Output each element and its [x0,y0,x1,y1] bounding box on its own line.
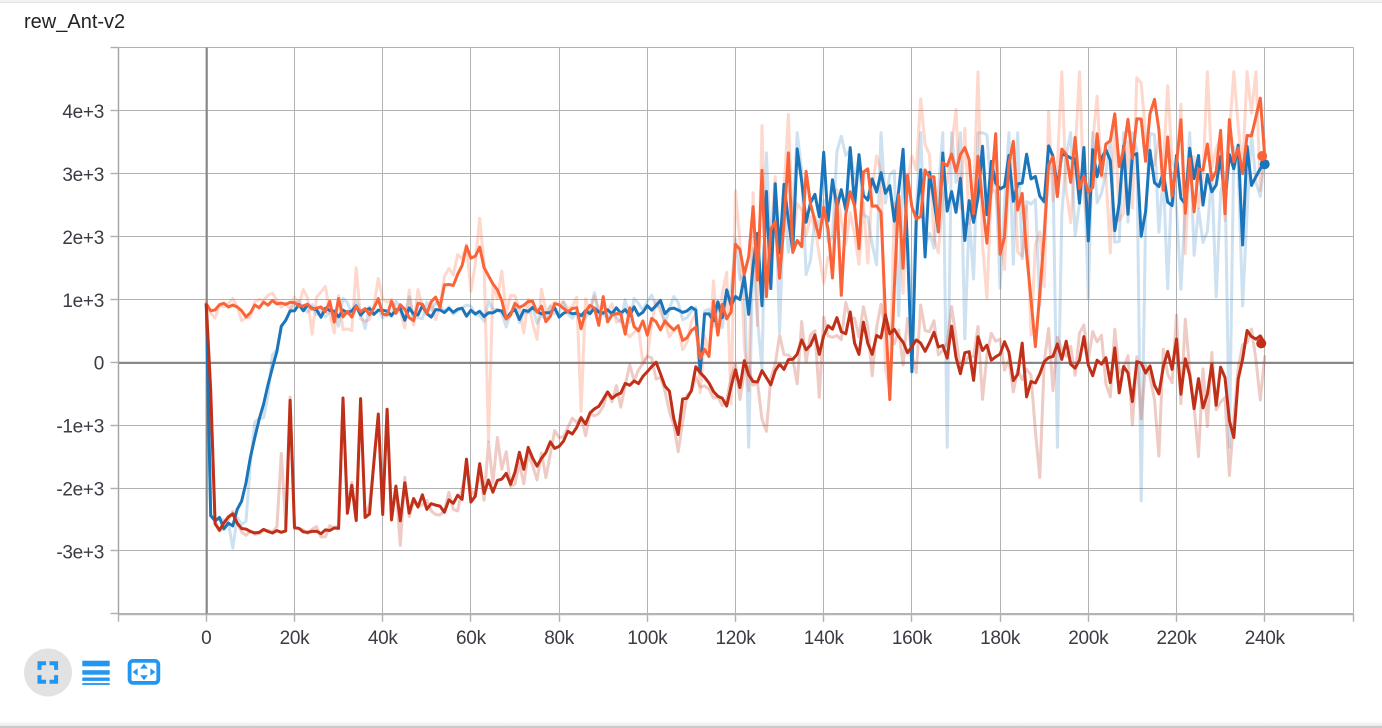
svg-text:100k: 100k [627,628,668,649]
svg-text:0: 0 [201,628,211,649]
svg-text:180k: 180k [980,628,1021,649]
svg-text:3e+3: 3e+3 [62,165,104,186]
svg-text:1e+3: 1e+3 [62,291,104,312]
svg-text:20k: 20k [280,628,311,649]
svg-text:60k: 60k [456,628,487,649]
svg-text:160k: 160k [892,628,933,649]
svg-text:2e+3: 2e+3 [62,228,104,249]
svg-text:4e+3: 4e+3 [62,102,104,123]
svg-text:80k: 80k [544,628,575,649]
svg-text:-2e+3: -2e+3 [56,480,104,501]
svg-text:240k: 240k [1245,628,1286,649]
svg-text:0: 0 [94,354,104,375]
svg-text:40k: 40k [368,628,399,649]
svg-text:200k: 200k [1068,628,1109,649]
svg-text:220k: 220k [1156,628,1197,649]
svg-text:120k: 120k [715,628,756,649]
svg-text:140k: 140k [804,628,845,649]
svg-text:-3e+3: -3e+3 [56,542,104,563]
svg-text:-1e+3: -1e+3 [56,417,104,438]
